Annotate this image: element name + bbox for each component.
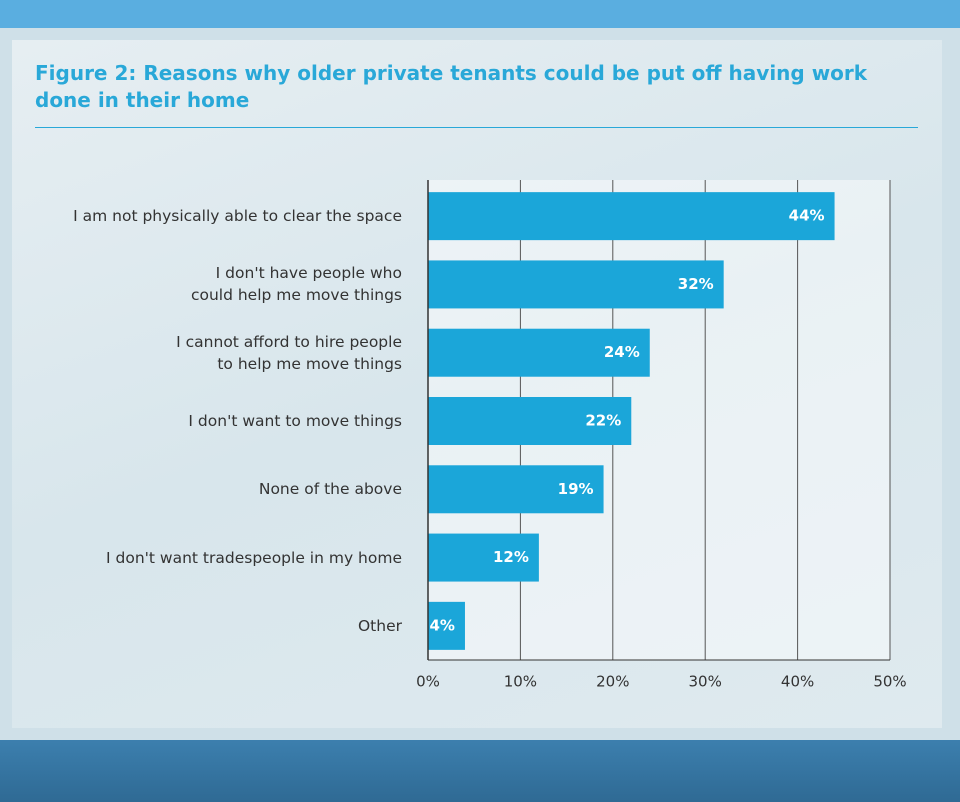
x-tick-label: 40% [781,673,814,691]
bar [428,328,650,377]
bar [428,465,604,514]
value-label: 32% [678,275,714,293]
panel [12,40,942,728]
bar [428,260,724,309]
value-label: 19% [558,480,594,498]
x-tick-label: 10% [504,673,537,691]
x-tick-label: 20% [596,673,629,691]
bar [428,192,835,241]
y-tick-label: Other [357,616,402,635]
bar [428,533,539,582]
bar [428,601,465,650]
title-rule [35,127,918,128]
y-tick-label: I cannot afford to hire people to help m… [176,332,402,373]
value-label: 22% [585,412,621,430]
bar [428,397,632,445]
y-tick-label: None of the above [258,480,402,499]
value-label: 44% [789,207,825,225]
y-tick-label: I am not physically able to clear the sp… [73,207,402,226]
value-label: 4% [429,616,454,634]
x-tick-label: 30% [689,673,722,691]
y-tick-label: I don't want to move things [188,412,402,430]
chart-title: Figure 2: Reasons why older private tena… [35,61,868,112]
y-tick-label: I don't want tradespeople in my home [106,548,402,567]
x-tick-label: 0% [416,673,440,691]
y-tick-label: I don't have people who could help me mo… [190,264,402,305]
value-label: 12% [493,548,529,566]
x-tick-label: 50% [873,673,906,691]
value-label: 24% [604,343,640,361]
